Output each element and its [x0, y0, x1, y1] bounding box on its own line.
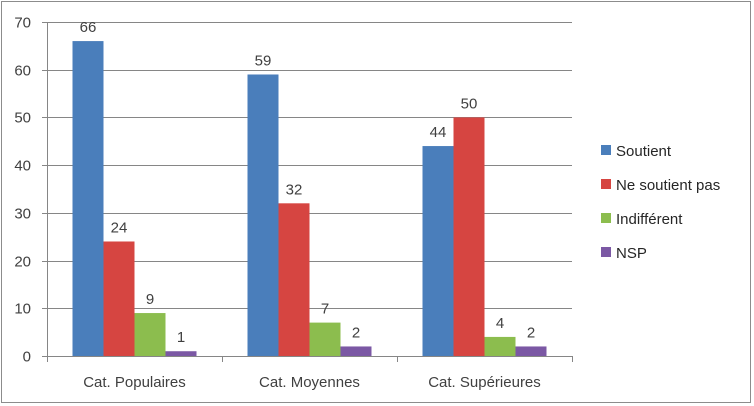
- bars: [72, 41, 547, 356]
- bar: [515, 346, 547, 356]
- bar: [278, 203, 310, 356]
- data-label: 59: [255, 52, 272, 69]
- data-label: 32: [286, 181, 303, 198]
- legend-swatch: [601, 247, 611, 257]
- bar: [309, 322, 341, 356]
- bar: [422, 146, 454, 356]
- bar: [72, 41, 104, 356]
- y-tick-label: 10: [14, 301, 31, 318]
- legend-label: NSP: [616, 245, 647, 262]
- data-label: 24: [111, 219, 128, 236]
- data-label: 66: [80, 19, 97, 36]
- y-tick-label: 20: [14, 254, 31, 271]
- y-tick-label: 40: [14, 158, 31, 175]
- bar: [247, 74, 279, 356]
- x-category-label: Cat. Moyennes: [259, 374, 360, 391]
- data-label: 2: [352, 324, 360, 341]
- legend: Soutient Ne soutient pas Indifférent NSP: [601, 143, 720, 262]
- data-label: 44: [430, 124, 447, 141]
- data-label: 2: [527, 324, 535, 341]
- data-label: 50: [461, 95, 478, 112]
- legend-label: Indifférent: [616, 211, 683, 228]
- x-category-label: Cat. Populaires: [83, 374, 186, 391]
- bar: [103, 241, 135, 356]
- y-tick-label: 50: [14, 110, 31, 127]
- bar: [453, 117, 485, 356]
- legend-swatch: [601, 145, 611, 155]
- bar: [340, 346, 372, 356]
- legend-label: Ne soutient pas: [616, 177, 720, 194]
- data-label: 1: [177, 329, 185, 346]
- x-axis: Cat. Populaires Cat. Moyennes Cat. Supérie…: [47, 356, 573, 391]
- data-labels: 66 24 9 1 59 32 7 2 44 50 4 2: [80, 19, 536, 346]
- y-tick-label: 70: [14, 15, 31, 32]
- y-tick-label: 0: [23, 349, 31, 366]
- bar: [165, 351, 197, 356]
- legend-swatch: [601, 179, 611, 189]
- y-tick-label: 30: [14, 206, 31, 223]
- bar: [134, 313, 166, 356]
- data-label: 9: [146, 291, 154, 308]
- bar: [484, 336, 516, 356]
- x-category-label: Cat. Supérieures: [428, 374, 541, 391]
- legend-swatch: [601, 213, 611, 223]
- y-axis: 0 10 20 30 40 50 60 70: [14, 15, 48, 366]
- data-label: 4: [496, 315, 504, 332]
- y-tick-label: 60: [14, 63, 31, 80]
- data-label: 7: [321, 301, 329, 318]
- legend-label: Soutient: [616, 143, 672, 160]
